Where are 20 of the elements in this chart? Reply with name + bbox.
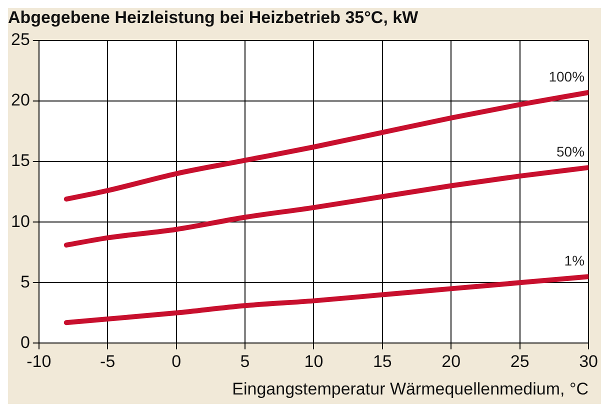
x-tick-label: 5 [240, 352, 250, 372]
x-tick-label: 20 [442, 352, 461, 372]
series-label: 100% [548, 68, 585, 84]
x-tick-label: 10 [304, 352, 324, 372]
series-label: 1% [564, 252, 585, 268]
y-tick-label: 10 [10, 212, 30, 231]
y-tick-label: 25 [10, 30, 30, 50]
x-tick-label: 25 [510, 352, 530, 372]
y-tick-label: 5 [20, 272, 30, 292]
x-tick-label: 30 [579, 352, 598, 372]
x-tick-label: -10 [26, 352, 52, 372]
y-tick-label: 15 [10, 151, 30, 170]
series-label: 50% [556, 143, 585, 160]
y-tick-label: 20 [10, 90, 30, 110]
x-axis-title: Eingangstemperatur Wärmequellenmedium, °C [232, 379, 589, 398]
x-tick-label: 0 [172, 352, 182, 372]
y-tick-label: 0 [20, 332, 30, 352]
x-tick-label: -5 [100, 352, 116, 372]
chart-title: Abgegebene Heizleistung bei Heizbetrieb 35°C, kW [8, 8, 420, 27]
x-tick-label: 15 [372, 352, 392, 372]
